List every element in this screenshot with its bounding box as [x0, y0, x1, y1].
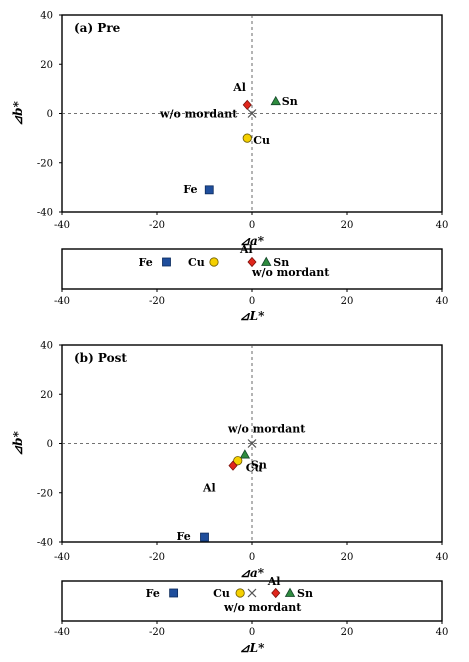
x-axis-label: ⊿L*: [240, 309, 265, 323]
point-label-w-o-mordant: w/o mordant: [159, 108, 238, 121]
point-label-fe: Fe: [139, 256, 153, 269]
y-tick-label: -20: [37, 158, 53, 169]
y-tick-label: 20: [40, 60, 53, 71]
point-marker-al: [271, 587, 281, 599]
point-label-sn: Sn: [297, 587, 313, 600]
point-marker-al: [242, 99, 252, 110]
y-tick-label: 20: [40, 390, 53, 401]
point-marker-sn: [261, 256, 272, 266]
point-label-fe: Fe: [183, 183, 197, 196]
point-marker-w-o-mordant: [247, 588, 257, 598]
x-tick-label: 20: [341, 552, 354, 563]
panel-2: -40 -20 0 20 40 ⊿L* Fe Cu Al Snw/o mordant: [54, 243, 448, 323]
y-tick-label: -40: [37, 208, 53, 219]
y-axis-label: ⊿b*: [11, 430, 25, 455]
point-marker-w-o-mordant: [247, 439, 257, 448]
point-label-cu: Cu: [253, 134, 270, 147]
point-marker-sn: [239, 449, 251, 459]
point-marker-al: [228, 460, 238, 471]
point-label-al: Al: [232, 81, 246, 94]
panel-3: -40 -20 0 20 40 ⊿a* 40 20 0 -20 -40 ⊿b* (b) Post w/o …: [11, 341, 448, 581]
x-tick-label: 40: [436, 296, 449, 307]
x-tick-label: -20: [149, 220, 165, 231]
x-tick-label: -40: [54, 552, 70, 563]
point-marker-w-o-mordant: [247, 109, 257, 118]
point-marker-cu: [235, 588, 245, 598]
y-tick-label: 40: [40, 341, 53, 352]
point-label-w-o-mordant: w/o mordant: [223, 601, 302, 614]
point-marker-fe: [169, 588, 179, 598]
point-label-w-o-mordant: w/o mordant: [227, 423, 306, 436]
y-tick-label: -40: [37, 538, 53, 549]
x-tick-label: -40: [54, 220, 70, 231]
x-axis-label: ⊿L*: [240, 641, 265, 655]
point-label-fe: Fe: [177, 530, 191, 543]
y-tick-label: 40: [40, 11, 53, 22]
x-tick-label: -20: [149, 296, 165, 307]
point-label-cu: Cu: [213, 587, 230, 600]
x-tick-label: 0: [249, 296, 255, 307]
point-marker-cu: [209, 257, 219, 267]
x-tick-label: 20: [341, 627, 354, 638]
x-tick-label: -20: [149, 552, 165, 563]
x-tick-label: 20: [341, 220, 354, 231]
panel-4: -40 -20 0 20 40 ⊿L* Fe Cuw/o mordant Al Sn: [54, 575, 448, 655]
x-tick-label: 0: [249, 552, 255, 563]
x-axis-label: ⊿a*: [240, 234, 265, 248]
panel-title: (a) Pre: [74, 21, 121, 35]
point-label-cu: Cu: [188, 256, 205, 269]
x-axis-label: ⊿a*: [240, 566, 265, 580]
point-marker-fe: [204, 185, 214, 195]
x-tick-label: -40: [54, 627, 70, 638]
x-tick-label: 40: [436, 627, 449, 638]
y-tick-label: -20: [37, 488, 53, 499]
point-label-cu: Cu: [246, 462, 263, 475]
y-axis-label: ⊿b*: [11, 100, 25, 125]
point-marker-sn: [284, 587, 296, 597]
point-label-sn: Sn: [251, 459, 267, 472]
point-label-fe: Fe: [146, 587, 160, 600]
point-label-sn: Sn: [282, 95, 298, 108]
point-label-al: Al: [239, 243, 253, 256]
y-tick-label: 0: [47, 439, 53, 450]
x-tick-label: -20: [149, 627, 165, 638]
x-tick-label: 40: [436, 552, 449, 563]
point-marker-cu: [242, 133, 252, 143]
point-marker-fe: [200, 532, 209, 542]
point-label-sn: Sn: [273, 256, 289, 269]
panel-1: -40 -20 0 20 40 ⊿a* 40 20 0 -20 -40 ⊿b* (a) Pre Al Sn w…: [11, 11, 448, 249]
x-tick-label: 0: [249, 220, 255, 231]
point-marker-sn: [270, 95, 281, 106]
point-marker-fe: [162, 257, 171, 267]
x-tick-label: -40: [54, 296, 70, 307]
y-tick-label: 0: [47, 109, 53, 120]
panel-title: (b) Post: [74, 351, 127, 365]
point-label-al: Al: [267, 575, 281, 588]
point-label-al: Al: [202, 482, 216, 495]
point-marker-cu: [233, 456, 243, 466]
x-tick-label: 0: [249, 627, 255, 638]
point-marker-al: [247, 256, 257, 268]
x-tick-label: 20: [341, 296, 354, 307]
point-label-w-o-mordant: w/o mordant: [251, 266, 330, 279]
x-tick-label: 40: [436, 220, 449, 231]
